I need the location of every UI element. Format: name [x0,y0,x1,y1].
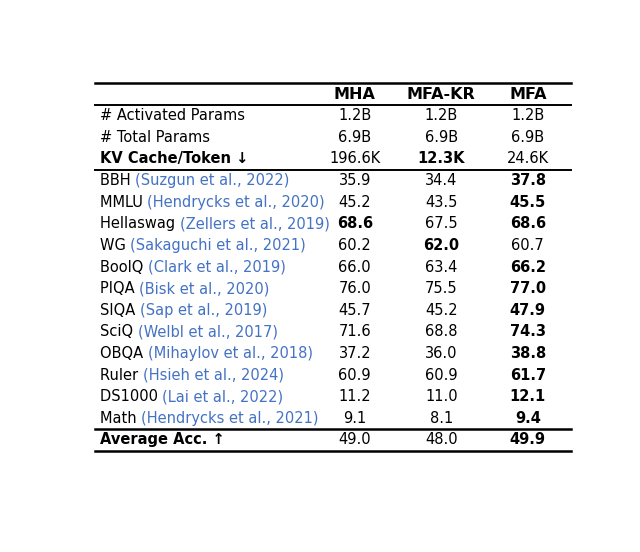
Text: PIQA: PIQA [100,281,139,296]
Text: MHA: MHA [334,87,376,102]
Text: Hellaswag: Hellaswag [100,216,180,231]
Text: 68.8: 68.8 [425,325,458,339]
Text: 9.1: 9.1 [343,411,367,426]
Text: (Clark et al., 2019): (Clark et al., 2019) [148,259,285,274]
Text: Math: Math [100,411,141,426]
Text: 6.9B: 6.9B [338,130,371,145]
Text: (Sap et al., 2019): (Sap et al., 2019) [140,302,267,318]
Text: OBQA: OBQA [100,346,148,361]
Text: 45.2: 45.2 [339,195,371,210]
Text: 34.4: 34.4 [425,173,458,188]
Text: 48.0: 48.0 [425,432,458,448]
Text: 8.1: 8.1 [429,411,453,426]
Text: 49.9: 49.9 [510,432,546,448]
Text: BoolQ: BoolQ [100,259,148,274]
Text: 77.0: 77.0 [509,281,546,296]
Text: 45.7: 45.7 [339,302,371,318]
Text: 6.9B: 6.9B [511,130,545,145]
Text: 11.2: 11.2 [339,389,371,404]
Text: 45.2: 45.2 [425,302,458,318]
Text: 66.2: 66.2 [510,259,546,274]
Text: (Hendrycks et al., 2020): (Hendrycks et al., 2020) [147,195,325,210]
Text: 68.6: 68.6 [509,216,546,231]
Text: DS1000: DS1000 [100,389,163,404]
Text: 60.7: 60.7 [511,238,544,253]
Text: 66.0: 66.0 [339,259,371,274]
Text: # Total Params: # Total Params [100,130,210,145]
Text: 47.9: 47.9 [510,302,546,318]
Text: (Hendrycks et al., 2021): (Hendrycks et al., 2021) [141,411,319,426]
Text: 62.0: 62.0 [423,238,460,253]
Text: Ruler: Ruler [100,368,143,383]
Text: 71.6: 71.6 [339,325,371,339]
Text: (Bisk et al., 2020): (Bisk et al., 2020) [139,281,269,296]
Text: 49.0: 49.0 [339,432,371,448]
Text: (Zellers et al., 2019): (Zellers et al., 2019) [180,216,330,231]
Text: 37.2: 37.2 [339,346,371,361]
Text: BBH: BBH [100,173,135,188]
Text: 9.4: 9.4 [515,411,541,426]
Text: (Welbl et al., 2017): (Welbl et al., 2017) [138,325,278,339]
Text: 35.9: 35.9 [339,173,371,188]
Text: 61.7: 61.7 [509,368,546,383]
Text: 76.0: 76.0 [339,281,371,296]
Text: 60.9: 60.9 [339,368,371,383]
Text: 38.8: 38.8 [509,346,546,361]
Text: 74.3: 74.3 [510,325,546,339]
Text: 45.5: 45.5 [509,195,546,210]
Text: SciQ: SciQ [100,325,138,339]
Text: 43.5: 43.5 [425,195,458,210]
Text: MFA-KR: MFA-KR [407,87,476,102]
Text: 60.2: 60.2 [339,238,371,253]
Text: 1.2B: 1.2B [338,108,371,123]
Text: 196.6K: 196.6K [329,151,380,166]
Text: # Activated Params: # Activated Params [100,108,245,123]
Text: 6.9B: 6.9B [425,130,458,145]
Text: MMLU: MMLU [100,195,147,210]
Text: (Sakaguchi et al., 2021): (Sakaguchi et al., 2021) [131,238,306,253]
Text: SIQA: SIQA [100,302,140,318]
Text: 12.3K: 12.3K [417,151,465,166]
Text: WG: WG [100,238,131,253]
Text: 67.5: 67.5 [425,216,458,231]
Text: MFA: MFA [509,87,547,102]
Text: 1.2B: 1.2B [425,108,458,123]
Text: 12.1: 12.1 [509,389,546,404]
Text: 36.0: 36.0 [425,346,458,361]
Text: (Suzgun et al., 2022): (Suzgun et al., 2022) [135,173,289,188]
Text: 60.9: 60.9 [425,368,458,383]
Text: (Hsieh et al., 2024): (Hsieh et al., 2024) [143,368,284,383]
Text: 37.8: 37.8 [509,173,546,188]
Text: KV Cache/Token ↓: KV Cache/Token ↓ [100,151,248,166]
Text: 75.5: 75.5 [425,281,458,296]
Text: 11.0: 11.0 [425,389,458,404]
Text: (Mihaylov et al., 2018): (Mihaylov et al., 2018) [148,346,312,361]
Text: 1.2B: 1.2B [511,108,545,123]
Text: 68.6: 68.6 [337,216,373,231]
Text: 24.6K: 24.6K [507,151,549,166]
Text: 63.4: 63.4 [425,259,458,274]
Text: (Lai et al., 2022): (Lai et al., 2022) [163,389,284,404]
Text: Average Acc. ↑: Average Acc. ↑ [100,432,225,448]
